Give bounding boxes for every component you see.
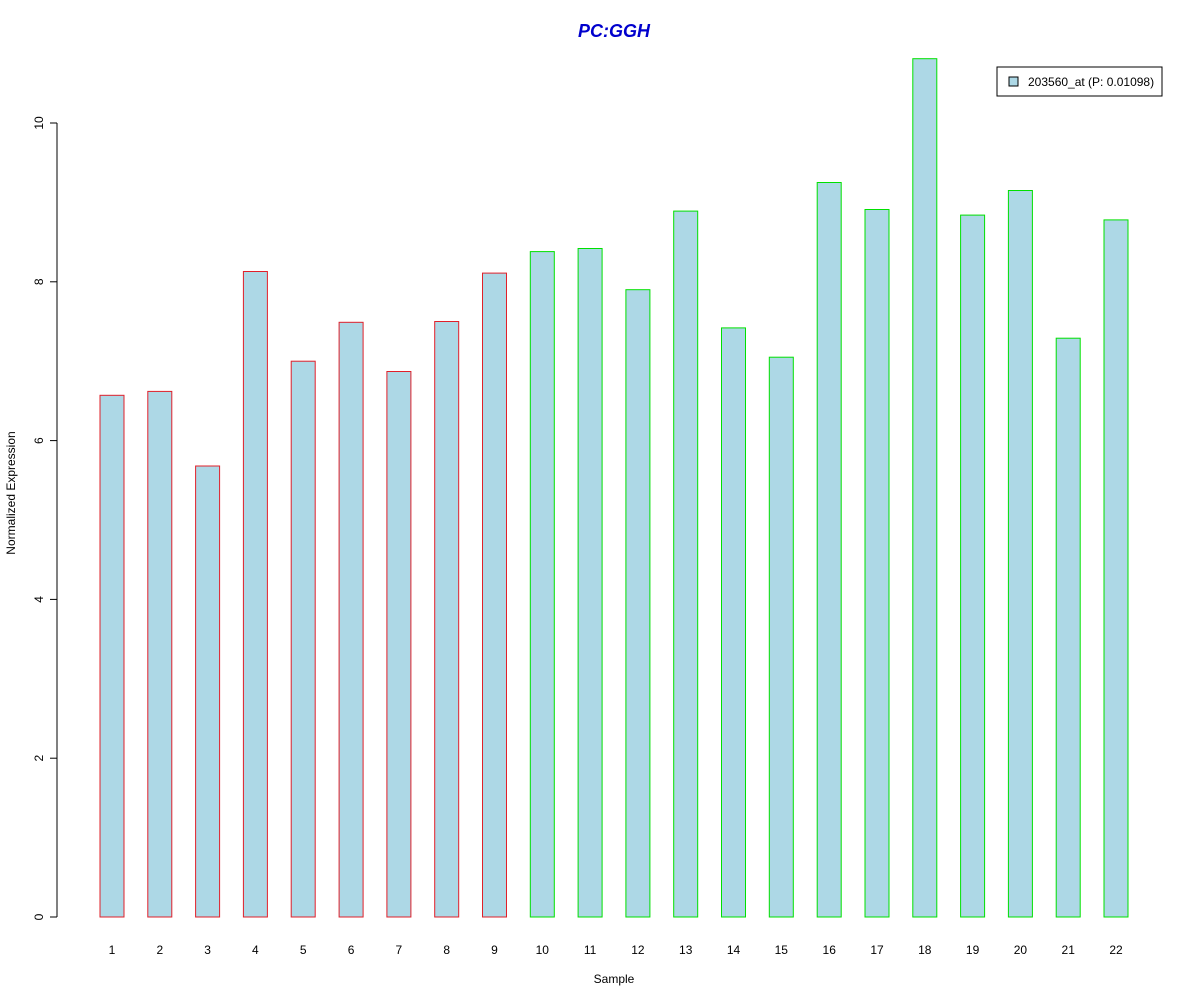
bar-sample-2 [147,390,173,918]
x-tick-label: 14 [727,943,741,957]
bar-sample-6 [338,321,364,918]
bar-sample-22 [1103,219,1129,918]
x-tick-label: 16 [823,943,837,957]
x-axis-label: Sample [594,972,635,986]
x-tick-label: 8 [443,943,450,957]
bar-sample-5 [290,360,316,918]
y-tick-label: 10 [32,116,46,130]
bar-sample-12 [625,289,651,918]
bar-sample-17 [864,209,890,918]
chart-title: PC:GGH [578,21,651,41]
bars-group [99,58,1129,918]
bar-sample-3 [195,465,221,918]
bar-sample-1 [99,394,125,918]
x-tick-labels: 1 2 3 4 5 6 7 8 9 10 11 12 13 14 15 16 17 18 19 20 21 22 [109,943,1123,957]
bar-sample-8 [434,321,460,918]
x-tick-label: 11 [584,943,597,957]
x-tick-label: 18 [918,943,932,957]
x-tick-label: 5 [300,943,307,957]
x-tick-label: 19 [966,943,980,957]
x-tick-label: 21 [1062,943,1076,957]
bar-sample-7 [386,371,412,918]
bar-sample-16 [816,182,842,918]
x-tick-label: 13 [679,943,693,957]
y-tick-label: 4 [32,596,46,603]
bar-sample-9 [482,272,507,918]
y-tick-label: 6 [32,437,46,444]
x-tick-label: 20 [1014,943,1028,957]
y-axis-label: Normalized Expression [4,431,18,554]
legend-box [996,66,1163,97]
bar-sample-20 [1007,190,1033,918]
bar-sample-11 [577,248,603,918]
x-tick-label: 12 [631,943,645,957]
x-tick-label: 3 [204,943,211,957]
x-tick-label: 22 [1109,943,1123,957]
x-tick-label: 2 [156,943,163,957]
y-tick-label: 0 [32,913,46,920]
x-tick-label: 6 [348,943,355,957]
bar-sample-10 [529,251,555,918]
bar-sample-18 [912,58,938,918]
bar-sample-19 [960,214,986,918]
x-tick-label: 9 [491,943,498,957]
bar-sample-13 [673,210,699,918]
legend: 203560_at (P: 0.01098) [996,66,1163,97]
bar-sample-14 [721,327,746,918]
y-tick-label: 8 [32,278,46,285]
x-tick-label: 17 [870,943,884,957]
bar-sample-21 [1055,337,1081,918]
x-tick-label: 15 [775,943,789,957]
legend-label: 203560_at (P: 0.01098) [1028,75,1154,89]
y-tick-label: 2 [32,755,46,762]
x-tick-label: 10 [536,943,550,957]
bar-sample-4 [242,271,268,918]
legend-swatch [1008,76,1019,87]
x-tick-label: 4 [252,943,259,957]
bar-sample-15 [768,356,794,918]
x-tick-label: 1 [109,943,116,957]
x-tick-label: 7 [396,943,403,957]
y-axis: 0 2 4 6 8 10 [32,116,58,920]
